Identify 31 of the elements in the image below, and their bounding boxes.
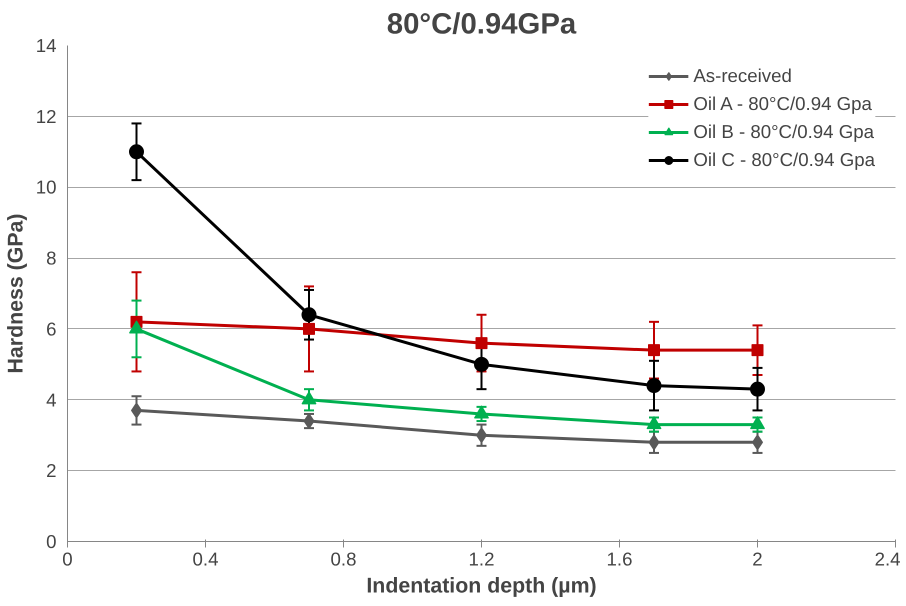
- x-tick-label: 1.2: [468, 548, 494, 570]
- point: [648, 344, 660, 356]
- legend-label: As-received: [693, 65, 792, 87]
- y-tick-label: 14: [36, 35, 57, 56]
- y-tick-label: 10: [36, 176, 57, 198]
- x-axis-title: Indentation depth (µm): [366, 574, 597, 598]
- x-tick-label: 1.6: [606, 548, 632, 570]
- point: [303, 322, 315, 335]
- x-tick-label: 0: [62, 548, 73, 570]
- x-tick-label: 2: [752, 548, 763, 570]
- point: [474, 356, 489, 372]
- x-tick-label: 2.4: [874, 548, 901, 570]
- x-tick-label: 0.8: [330, 548, 356, 570]
- y-tick-label: 6: [46, 318, 57, 340]
- point: [476, 337, 488, 350]
- point: [750, 382, 765, 397]
- x-tick-label: 0.4: [192, 548, 218, 570]
- y-tick-label: 8: [46, 248, 57, 269]
- y-tick-label: 0: [46, 531, 57, 552]
- point: [129, 144, 144, 160]
- legend-label: Oil B - 80°C/0.94 Gpa: [693, 121, 874, 143]
- y-axis-title: Hardness (GPa): [4, 213, 28, 374]
- legend-label: Oil A - 80°C/0.94 Gpa: [693, 93, 872, 115]
- chart-title: 80°C/0.94GPa: [386, 8, 577, 40]
- point: [302, 307, 316, 322]
- y-tick-label: 12: [36, 106, 57, 127]
- point: [646, 378, 662, 394]
- y-tick-label: 4: [46, 389, 57, 410]
- legend-label: Oil C - 80°C/0.94 Gpa: [693, 149, 875, 171]
- point: [752, 344, 764, 356]
- y-tick-label: 2: [46, 460, 57, 482]
